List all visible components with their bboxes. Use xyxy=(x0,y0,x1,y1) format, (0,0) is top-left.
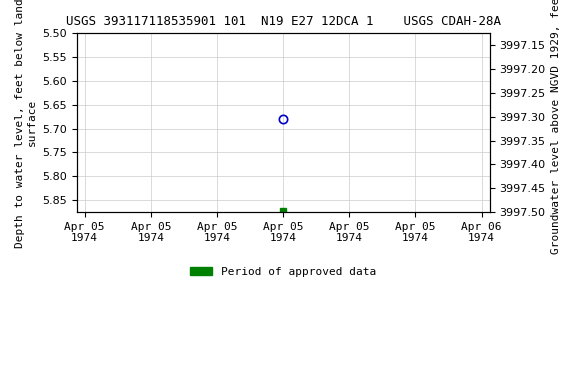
Title: USGS 393117118535901 101  N19 E27 12DCA 1    USGS CDAH-28A: USGS 393117118535901 101 N19 E27 12DCA 1… xyxy=(66,15,501,28)
Y-axis label: Groundwater level above NGVD 1929, feet: Groundwater level above NGVD 1929, feet xyxy=(551,0,561,254)
Y-axis label: Depth to water level, feet below land
surface: Depth to water level, feet below land su… xyxy=(15,0,37,248)
Legend: Period of approved data: Period of approved data xyxy=(185,263,381,281)
